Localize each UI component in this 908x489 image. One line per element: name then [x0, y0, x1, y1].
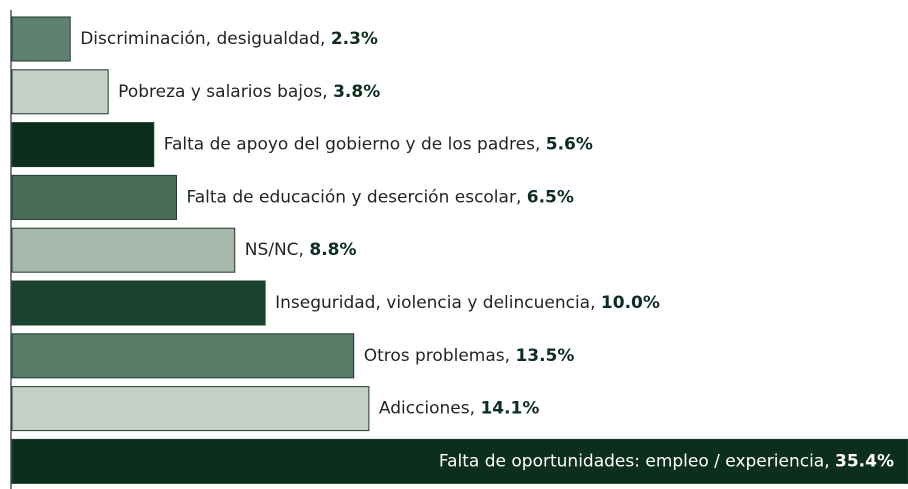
category-label: Adicciones, — [379, 399, 475, 419]
value-label: 13.5% — [515, 346, 574, 366]
value-label: 10.0% — [601, 293, 660, 313]
bar-label: Pobreza y salarios bajos, 3.8% — [118, 82, 380, 102]
category-label: Inseguridad, violencia y delincuencia, — [275, 293, 595, 313]
bar — [11, 333, 355, 379]
category-label: Falta de apoyo del gobierno y de los pad… — [164, 135, 541, 155]
bar — [11, 227, 236, 273]
bar-label: NS/NC, 8.8% — [245, 240, 357, 260]
bar — [11, 122, 155, 168]
value-label: 5.6% — [546, 135, 593, 155]
value-label: 35.4% — [835, 451, 894, 471]
bar-label: Falta de educación y deserción escolar, … — [187, 187, 574, 207]
bar — [11, 280, 266, 326]
category-label: NS/NC, — [245, 240, 304, 260]
bar — [11, 16, 71, 62]
category-label: Discriminación, desigualdad, — [80, 29, 325, 49]
category-label: Falta de educación y deserción escolar, — [187, 187, 522, 207]
bar-label: Discriminación, desigualdad, 2.3% — [80, 29, 378, 49]
value-label: 3.8% — [333, 82, 380, 102]
bar-label: Inseguridad, violencia y delincuencia, 1… — [275, 293, 660, 313]
value-label: 2.3% — [331, 29, 378, 49]
value-label: 14.1% — [480, 399, 539, 419]
bar — [11, 174, 178, 220]
bar-label: Falta de oportunidades: empleo / experie… — [439, 451, 894, 471]
category-label: Pobreza y salarios bajos, — [118, 82, 328, 102]
bar-label: Adicciones, 14.1% — [379, 399, 540, 419]
bar — [11, 386, 370, 432]
value-label: 8.8% — [309, 240, 356, 260]
category-label: Falta de oportunidades: empleo / experie… — [439, 451, 830, 471]
bar-label: Otros problemas, 13.5% — [364, 346, 575, 366]
bar — [11, 438, 908, 484]
bar — [11, 69, 109, 115]
category-label: Otros problemas, — [364, 346, 510, 366]
bar-label: Falta de apoyo del gobierno y de los pad… — [164, 135, 593, 155]
value-label: 6.5% — [527, 187, 574, 207]
